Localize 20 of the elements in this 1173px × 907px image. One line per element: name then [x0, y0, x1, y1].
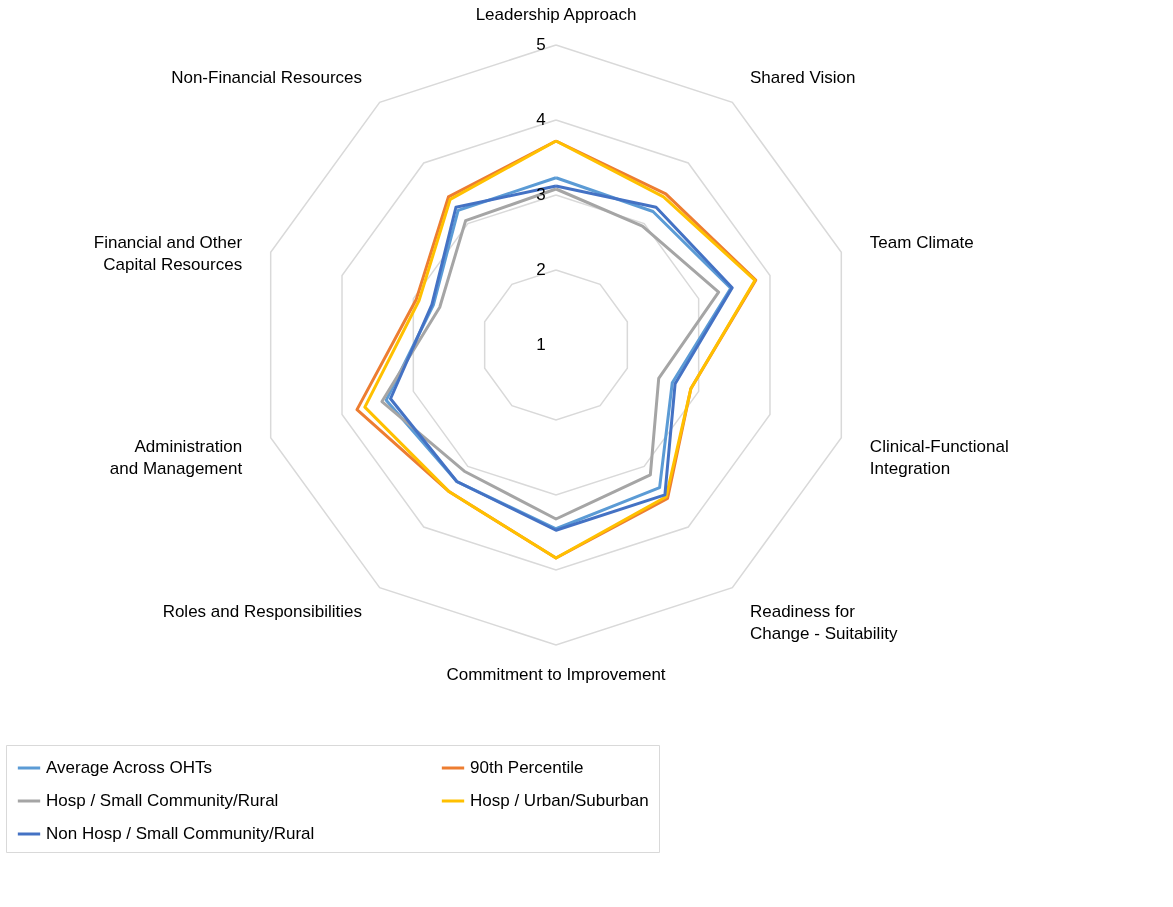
spoke-label: Non-Financial Resources: [171, 68, 363, 88]
legend-label: Non Hosp / Small Community/Rural: [46, 824, 315, 843]
spoke-label: Shared Vision: [749, 68, 856, 88]
spoke-label: Commitment to Improvement: [446, 665, 666, 684]
spoke-label: Clinical-Functional Integration: [869, 436, 1009, 478]
spoke-label: Leadership Approach: [475, 5, 637, 24]
y-tick-label: 5: [536, 35, 546, 54]
y-tick-label: 3: [536, 185, 546, 204]
spoke-label: Financial and Other Capital Resources: [93, 233, 243, 275]
spoke-label: Team Climate: [869, 233, 974, 253]
spoke-label: Administration and Management: [109, 436, 243, 478]
spoke-label: Readiness for Change - Suitability: [749, 601, 898, 643]
y-tick-label: 2: [536, 260, 546, 279]
legend-label: Hosp / Small Community/Rural: [46, 791, 279, 810]
y-tick-label: 1: [536, 335, 546, 354]
y-tick-label: 4: [536, 110, 546, 129]
legend-label: 90th Percentile: [470, 758, 584, 777]
spoke-label: Roles and Responsibilities: [162, 601, 363, 621]
legend-label: Hosp / Urban/Suburban: [470, 791, 649, 810]
legend-label: Average Across OHTs: [46, 758, 212, 777]
